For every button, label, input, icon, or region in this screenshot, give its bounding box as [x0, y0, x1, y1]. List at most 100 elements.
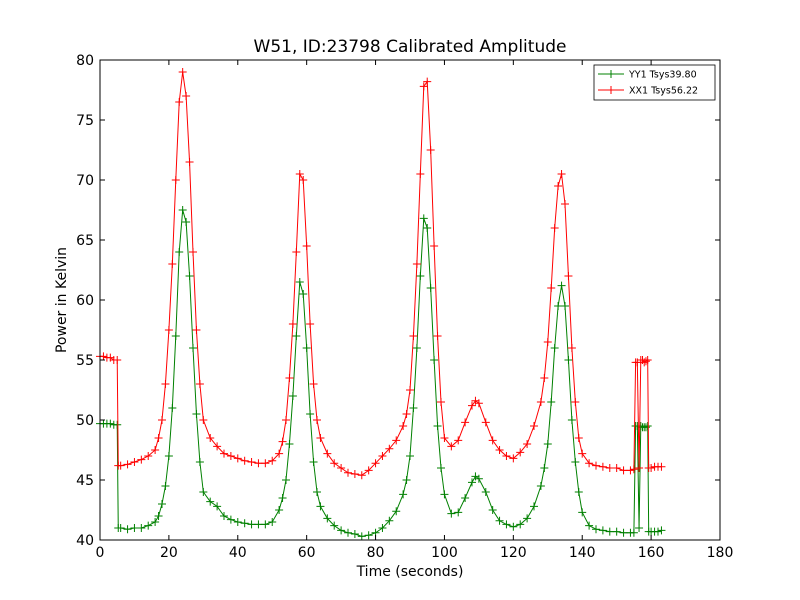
data-point [226, 452, 235, 460]
data-point [385, 444, 394, 453]
data-point [543, 338, 552, 346]
y-tick-label: 70 [76, 173, 94, 189]
x-axis: 0 20 40 60 80 100 120 140 160 180 [96, 60, 734, 561]
data-point [481, 488, 490, 496]
data-point [612, 464, 621, 472]
legend-marker [607, 86, 615, 94]
data-point [423, 224, 432, 232]
data-point [419, 214, 428, 223]
data-point [247, 520, 256, 529]
x-tick-label: 80 [367, 545, 385, 561]
data-point [299, 176, 308, 184]
data-point [474, 474, 483, 483]
data-point [571, 458, 580, 466]
data-point [523, 440, 532, 448]
data-point [213, 502, 222, 511]
data-point [567, 344, 576, 352]
data-point [509, 522, 518, 531]
data-point [543, 440, 552, 448]
data-point [643, 422, 652, 430]
data-point [195, 380, 204, 388]
data-point [151, 446, 160, 454]
data-point [330, 459, 339, 468]
data-point [416, 272, 425, 280]
data-point [523, 514, 532, 523]
data-point [619, 466, 628, 475]
data-point [547, 398, 556, 406]
data-point [454, 436, 463, 445]
data-point [564, 356, 573, 364]
data-point [578, 508, 587, 517]
data-point [433, 332, 442, 340]
data-point [495, 516, 504, 525]
data-point [182, 92, 191, 100]
data-point [158, 500, 166, 508]
data-point [313, 416, 321, 424]
x-tick-label: 40 [229, 545, 247, 561]
data-point [447, 442, 456, 451]
data-point [585, 459, 594, 468]
data-point [123, 460, 132, 469]
data-point [629, 465, 638, 474]
data-point [192, 410, 201, 418]
data-point [461, 494, 470, 502]
data-point [316, 434, 325, 442]
data-point [574, 488, 583, 496]
data-point [330, 521, 339, 530]
data-point [302, 344, 311, 352]
data-point [574, 434, 583, 442]
data-point [226, 515, 235, 524]
data-point [440, 434, 449, 442]
data-point [206, 434, 215, 442]
data-point [550, 344, 559, 352]
y-axis-label: Power in Kelvin [54, 247, 70, 353]
data-point [437, 398, 445, 406]
data-point [612, 527, 621, 536]
data-point [641, 357, 650, 366]
data-point [598, 526, 607, 535]
data-point [178, 206, 187, 214]
data-point [295, 170, 304, 178]
data-point [144, 521, 153, 530]
data-point [344, 528, 352, 537]
data-point [495, 446, 504, 454]
data-point [316, 502, 325, 511]
data-point [350, 470, 359, 478]
data-point [654, 527, 662, 536]
data-point [416, 170, 425, 178]
x-tick-label: 0 [96, 545, 105, 561]
data-point [164, 452, 173, 460]
data-point [385, 516, 394, 525]
data-point [357, 532, 366, 541]
data-point [423, 77, 432, 86]
series-line [100, 71, 662, 476]
data-point [619, 528, 628, 537]
data-point [278, 494, 287, 502]
data-point [406, 386, 414, 394]
data-point [113, 356, 122, 364]
x-tick-label: 120 [500, 545, 527, 561]
data-point [430, 356, 439, 364]
data-point [116, 524, 125, 532]
data-point [357, 471, 366, 480]
y-tick-label: 55 [76, 353, 94, 369]
data-point [309, 458, 318, 466]
data-point [161, 482, 170, 490]
chart-title: W51, ID:23798 Calibrated Amplitude [254, 37, 567, 57]
x-tick-label: 180 [707, 545, 734, 561]
data-point [647, 464, 656, 472]
data-point [547, 284, 556, 292]
data-point [168, 260, 177, 268]
data-point [557, 281, 566, 290]
data-point [261, 520, 270, 529]
data-point [185, 272, 194, 280]
data-point [213, 442, 222, 451]
data-point [240, 456, 249, 465]
data-point [233, 518, 242, 526]
data-point [302, 242, 311, 250]
data-point [516, 448, 525, 457]
data-point [433, 422, 442, 430]
data-point [199, 416, 208, 424]
y-tick-label: 80 [76, 53, 94, 69]
data-point [488, 506, 497, 514]
